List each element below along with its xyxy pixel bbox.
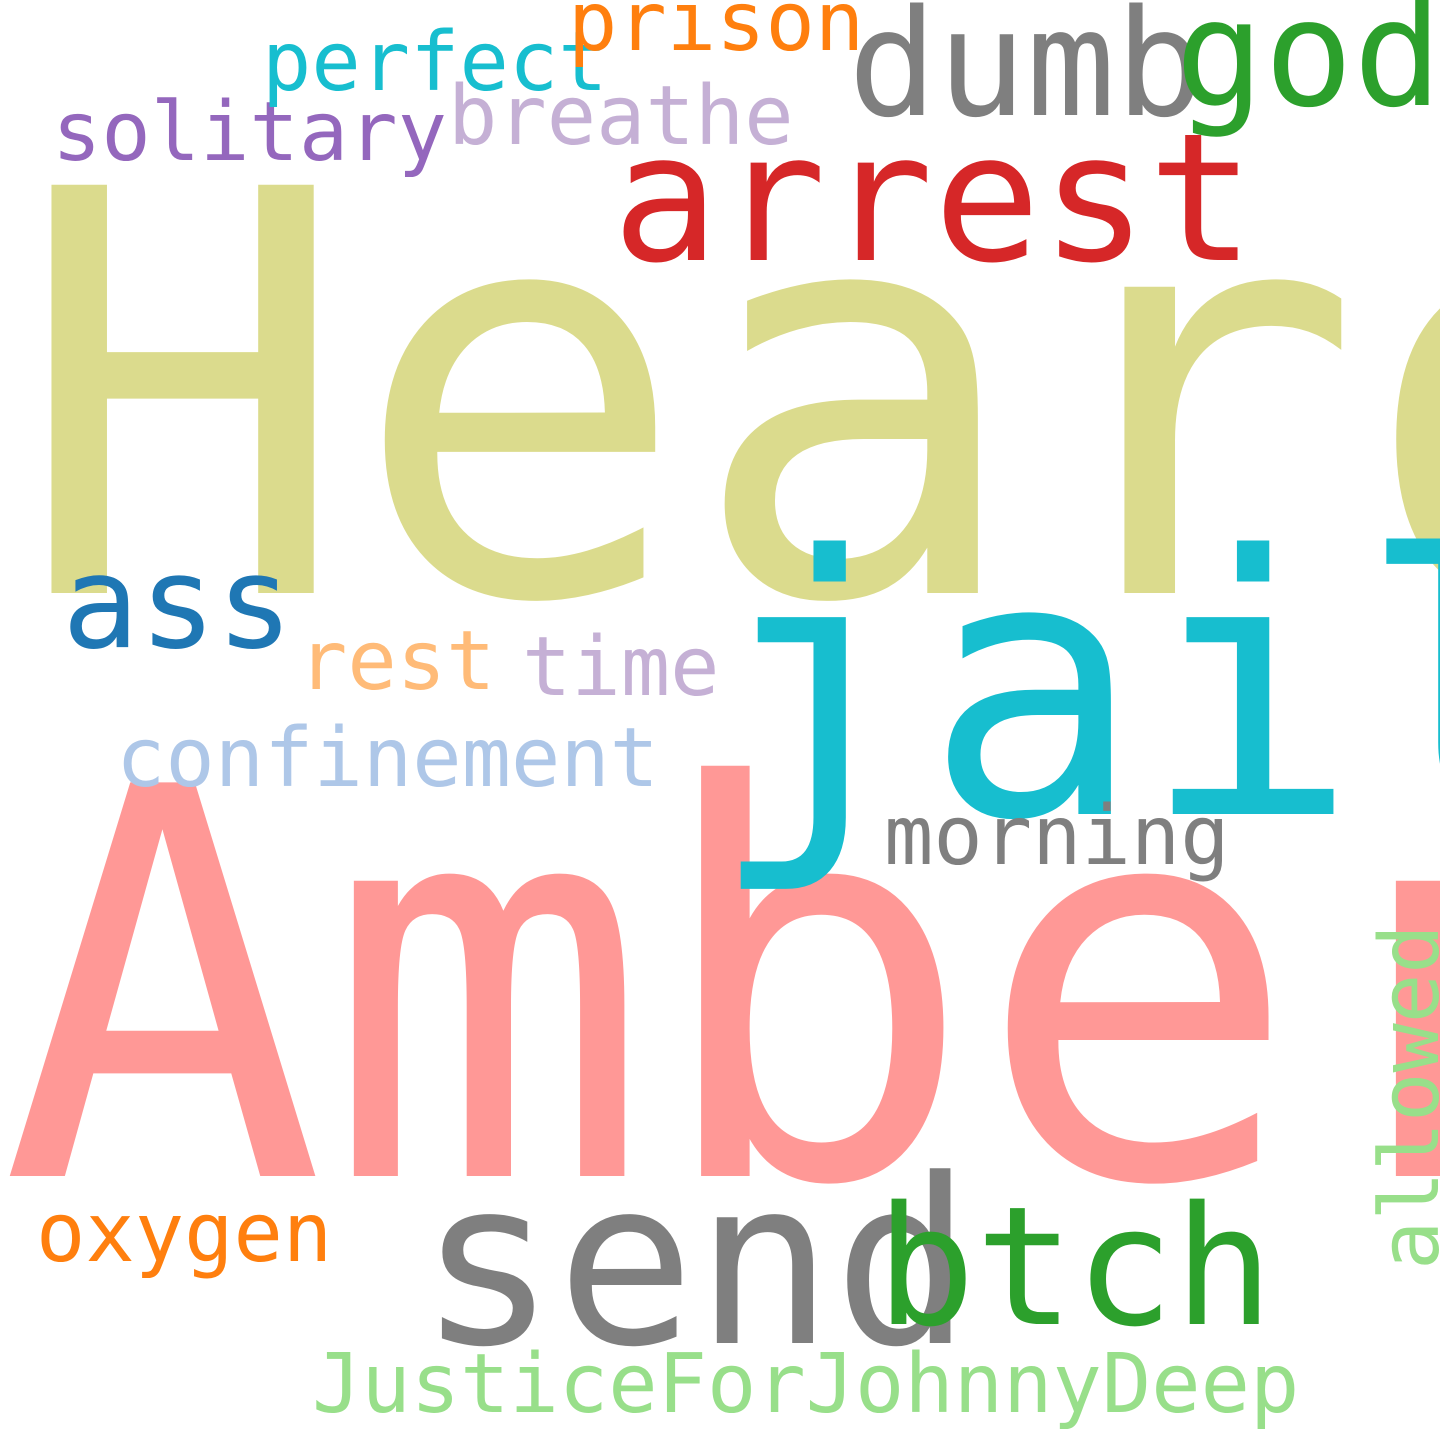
word-send: send — [418, 1131, 972, 1398]
word-rest: rest — [298, 614, 496, 709]
word-heard: Heard — [14, 74, 1440, 726]
word-arrest: arrest — [612, 95, 1255, 302]
word-oxygen: oxygen — [36, 1186, 333, 1281]
word-solitary: solitary — [52, 85, 447, 180]
word-breathe: breathe — [448, 69, 794, 164]
word-allowed: allowed — [1363, 924, 1440, 1270]
word-morning: morning — [884, 789, 1230, 884]
word-jail: jail — [708, 480, 1440, 899]
word-time: time — [522, 620, 720, 715]
word-prison: prison — [568, 0, 865, 70]
word-ass: ass — [62, 529, 294, 678]
word-perfect: perfect — [262, 15, 608, 110]
word-btch: btch — [876, 1171, 1274, 1363]
word-dumb: dumb — [848, 0, 1205, 150]
word-god: god — [1175, 0, 1440, 140]
word-amber: Amber — [0, 676, 1440, 1304]
word-confinement: confinement — [116, 711, 660, 806]
word-justicefor-johnnydeep: JusticeForJohnnyDeep — [312, 1337, 1300, 1432]
